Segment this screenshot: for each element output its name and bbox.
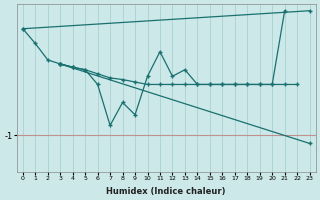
X-axis label: Humidex (Indice chaleur): Humidex (Indice chaleur) <box>107 187 226 196</box>
